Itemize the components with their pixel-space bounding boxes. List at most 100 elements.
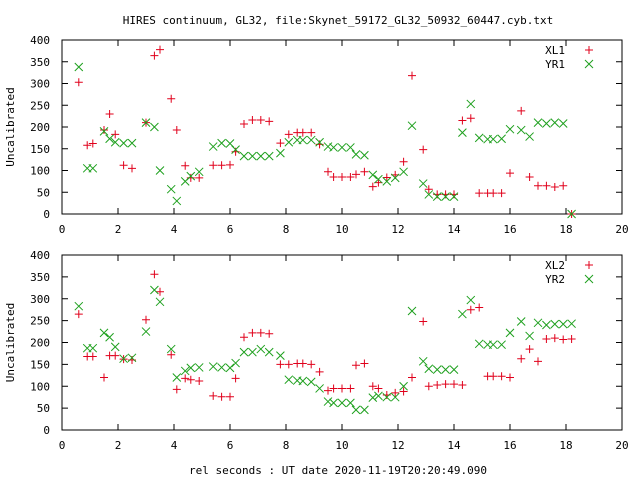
data-point-yr2	[407, 306, 417, 316]
data-point-yr1	[194, 167, 204, 177]
data-point-yr2	[194, 363, 204, 372]
x-tick-label: 18	[559, 439, 572, 452]
y-tick-label: 0	[43, 208, 50, 221]
data-point-xl1	[517, 106, 526, 115]
data-point-xl1	[284, 130, 293, 139]
data-point-xl1	[248, 116, 257, 125]
data-point-xl2	[399, 387, 408, 396]
data-point-yr1	[264, 151, 274, 161]
data-point-yr2	[315, 384, 324, 393]
data-point-yr2	[323, 397, 333, 406]
data-point-xl1	[424, 185, 433, 194]
data-point-xl2	[324, 386, 332, 395]
data-point-yr2	[239, 347, 249, 357]
x-tick-label: 10	[335, 223, 348, 236]
data-point-xl2	[542, 335, 551, 343]
data-point-xl2	[181, 374, 190, 383]
data-point-yr1	[166, 184, 176, 194]
data-point-yr2	[441, 365, 450, 374]
data-point-xl2	[231, 374, 240, 383]
data-point-xl2	[315, 367, 324, 376]
data-point-xl1	[256, 116, 265, 125]
x-tick-label: 4	[171, 439, 178, 452]
data-point-yr1	[374, 174, 383, 184]
data-point-yr1	[217, 138, 226, 148]
data-point-xl2	[195, 377, 204, 385]
data-point-yr2	[337, 398, 347, 408]
data-point-xl1	[419, 145, 428, 154]
x-tick-label: 14	[447, 439, 461, 452]
data-point-yr1	[424, 190, 434, 199]
data-point-xl2	[256, 328, 265, 337]
y-axis-label: Uncalibrated	[4, 303, 17, 382]
data-point-yr1	[110, 137, 120, 147]
data-point-yr1	[351, 150, 361, 159]
data-point-yr2	[558, 319, 568, 329]
legend-label-xl2: XL2	[545, 259, 565, 272]
data-point-yr2	[497, 340, 506, 350]
data-point-xl2	[240, 333, 248, 342]
data-point-xl1	[181, 161, 190, 170]
data-point-xl2	[419, 317, 428, 326]
data-point-yr1	[346, 143, 355, 152]
chart-title: HIRES continuum, GL32, file:Skynet_59172…	[123, 14, 553, 27]
data-point-yr2	[368, 393, 378, 402]
data-point-yr2	[284, 375, 294, 385]
data-point-xl1	[525, 173, 534, 182]
data-point-xl1	[360, 167, 369, 176]
data-point-yr1	[466, 99, 476, 109]
data-point-xl2	[100, 373, 108, 382]
legend-marker-xl2	[585, 261, 593, 269]
plot-frame	[61, 254, 623, 431]
data-point-yr2	[542, 320, 551, 330]
data-point-xl1	[489, 189, 498, 198]
data-point-xl1	[105, 109, 114, 118]
y-tick-label: 200	[30, 337, 50, 350]
data-point-yr2	[88, 343, 98, 353]
data-point-xl2	[209, 391, 218, 400]
data-point-yr2	[418, 356, 428, 366]
data-point-yr1	[231, 145, 240, 154]
data-point-xl1	[298, 128, 307, 137]
data-point-xl1	[374, 178, 383, 187]
data-point-xl2	[172, 385, 181, 394]
data-point-xl1	[458, 116, 467, 125]
data-point-yr1	[516, 125, 526, 135]
x-axis-label: rel seconds : UT date 2020-11-19T20:20:4…	[189, 464, 487, 477]
data-point-xl1	[338, 173, 346, 182]
data-point-xl2	[186, 375, 195, 384]
x-tick-label: 4	[171, 223, 178, 236]
data-point-yr2	[382, 392, 392, 402]
data-point-xl1	[534, 181, 542, 190]
data-point-yr1	[248, 151, 257, 161]
data-point-xl1	[329, 173, 338, 182]
data-point-yr1	[418, 179, 428, 188]
data-point-yr1	[533, 118, 543, 128]
data-point-xl2	[248, 328, 257, 337]
data-point-xl2	[346, 384, 355, 393]
data-point-yr1	[368, 170, 378, 180]
data-point-yr1	[284, 137, 294, 147]
data-point-yr1	[525, 132, 534, 141]
data-point-xl1	[324, 167, 332, 176]
data-point-yr2	[155, 297, 165, 307]
x-tick-label: 12	[391, 223, 404, 236]
x-tick-label: 2	[115, 223, 122, 236]
y-tick-label: 200	[30, 121, 50, 134]
y-tick-label: 50	[37, 402, 50, 415]
data-point-xl2	[150, 270, 159, 279]
data-point-xl1	[497, 189, 506, 198]
legend-label-xl1: XL1	[545, 44, 565, 57]
data-point-yr1	[172, 196, 182, 206]
data-point-xl2	[466, 305, 475, 314]
data-point-yr2	[172, 373, 182, 382]
data-point-xl2	[506, 373, 514, 382]
x-tick-label: 8	[283, 223, 290, 236]
data-point-xl2	[74, 310, 83, 319]
data-point-yr2	[466, 295, 476, 305]
y-tick-label: 250	[30, 315, 50, 328]
data-point-yr1	[141, 118, 151, 128]
y-tick-label: 150	[30, 358, 50, 371]
data-point-yr2	[186, 363, 196, 373]
data-point-xl1	[475, 189, 484, 198]
